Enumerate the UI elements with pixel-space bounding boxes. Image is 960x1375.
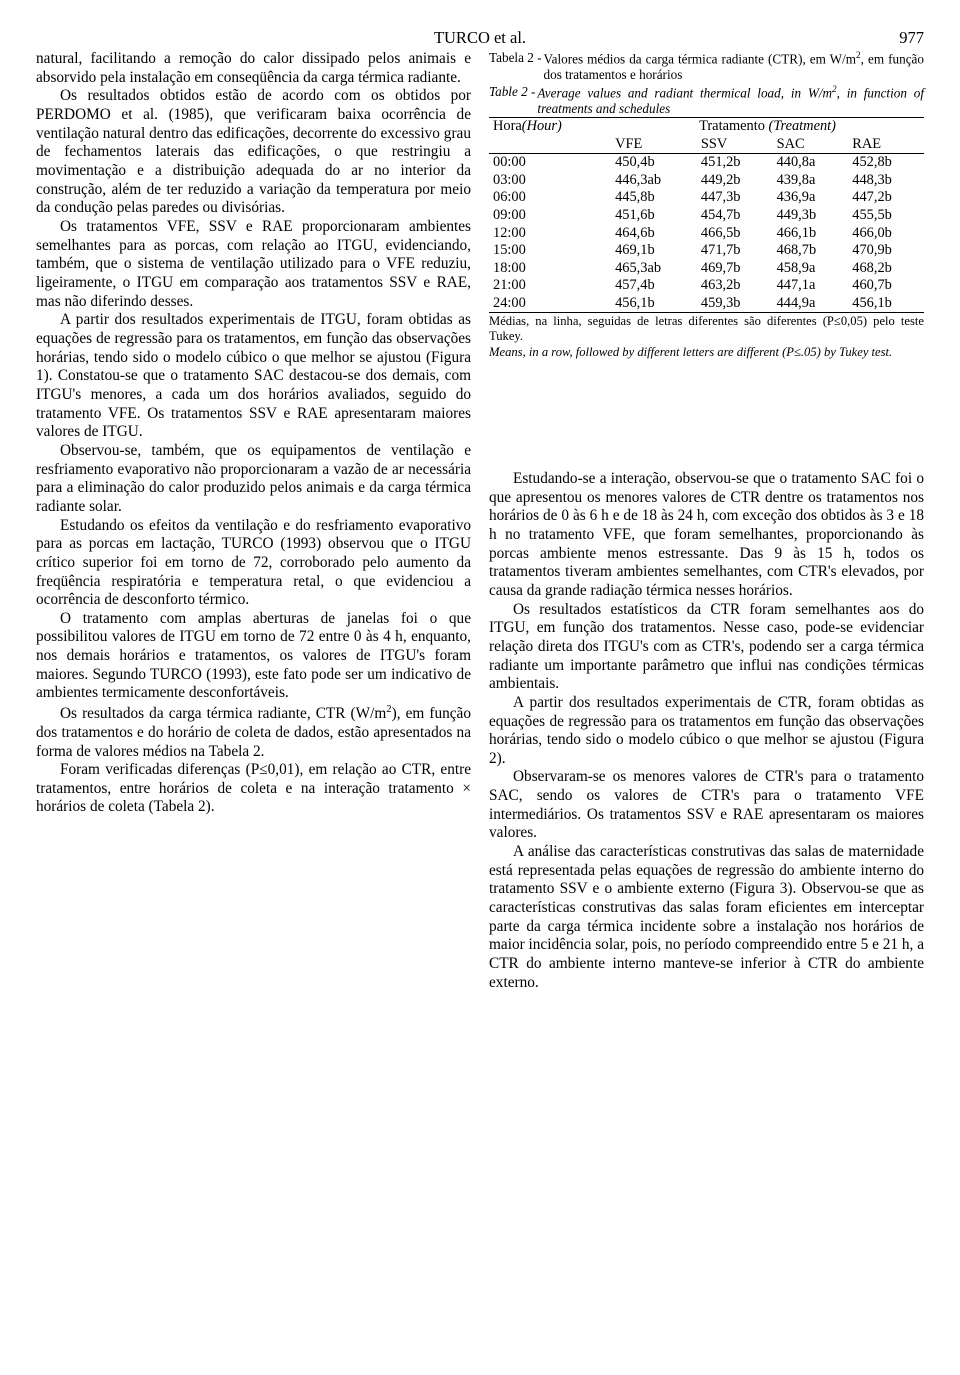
table-cell: 448,3b — [848, 172, 924, 190]
table-cell: 456,1b — [848, 295, 924, 313]
table2-col-sac: SAC — [773, 136, 849, 154]
left-p1: natural, facilitando a remoção do calor … — [36, 50, 471, 87]
table-row: 21:00457,4b463,2b447,1a460,7b — [489, 277, 924, 295]
table2-col-ssv: SSV — [697, 136, 773, 154]
left-column: natural, facilitando a remoção do calor … — [36, 50, 471, 992]
left-p8: Os resultados da carga térmica radiante,… — [36, 703, 471, 761]
left-p2: Os resultados obtidos estão de acordo co… — [36, 87, 471, 218]
table2-header-row2: VFE SSV SAC RAE — [489, 136, 924, 154]
table-row: 12:00464,6b466,5b466,1b466,0b — [489, 225, 924, 243]
table-cell: 439,8a — [773, 172, 849, 190]
table-cell: 451,6b — [611, 207, 697, 225]
table-cell: 449,3b — [773, 207, 849, 225]
table-cell: 471,7b — [697, 242, 773, 260]
table-cell: 463,2b — [697, 277, 773, 295]
table-cell: 446,3ab — [611, 172, 697, 190]
table-row: 15:00469,1b471,7b468,7b470,9b — [489, 242, 924, 260]
left-p7: O tratamento com amplas aberturas de jan… — [36, 610, 471, 703]
table-cell: 447,3b — [697, 189, 773, 207]
right-p3: A partir dos resultados experimentais de… — [489, 694, 924, 769]
table-cell: 18:00 — [489, 260, 611, 278]
table-cell: 444,9a — [773, 295, 849, 313]
left-p4: A partir dos resultados experimentais de… — [36, 311, 471, 442]
table-cell: 464,6b — [611, 225, 697, 243]
table2-footnote-pt: Médias, na linha, seguidas de letras dif… — [489, 314, 924, 344]
table2: Hora(Hour) Tratamento (Treatment) VFE SS… — [489, 117, 924, 313]
left-p9: Foram verificadas diferenças (P≤0,01), e… — [36, 761, 471, 817]
table2-caption-en: Table 2 - Average values and radiant the… — [489, 84, 924, 117]
table-cell: 445,8b — [611, 189, 697, 207]
right-column: Tabela 2 - Valores médios da carga térmi… — [489, 50, 924, 992]
table-cell: 455,5b — [848, 207, 924, 225]
table-cell: 24:00 — [489, 295, 611, 313]
table-cell: 450,4b — [611, 154, 697, 172]
table-cell: 469,1b — [611, 242, 697, 260]
table-cell: 460,7b — [848, 277, 924, 295]
table-cell: 454,7b — [697, 207, 773, 225]
right-p2: Os resultados estatísticos da CTR foram … — [489, 601, 924, 694]
column-spacer — [489, 360, 924, 470]
table-row: 03:00446,3ab449,2b439,8a448,3b — [489, 172, 924, 190]
table-cell: 09:00 — [489, 207, 611, 225]
table-cell: 03:00 — [489, 172, 611, 190]
table2-col-vfe: VFE — [611, 136, 697, 154]
left-p3: Os tratamentos VFE, SSV e RAE proporcion… — [36, 218, 471, 311]
table-cell: 451,2b — [697, 154, 773, 172]
table2-footnote-en: Means, in a row, followed by different l… — [489, 345, 924, 360]
right-p5: A análise das características construtiv… — [489, 843, 924, 992]
table-cell: 468,2b — [848, 260, 924, 278]
table-cell: 470,9b — [848, 242, 924, 260]
table2-caption-pt-label: Tabela 2 - — [489, 50, 544, 83]
header-author: TURCO et al. — [434, 28, 526, 48]
table2-head-hora: Hora(Hour) — [489, 118, 611, 136]
table-cell: 458,9a — [773, 260, 849, 278]
table-cell: 469,7b — [697, 260, 773, 278]
table-cell: 436,9a — [773, 189, 849, 207]
table-cell: 447,1a — [773, 277, 849, 295]
table-cell: 447,2b — [848, 189, 924, 207]
table-cell: 465,3ab — [611, 260, 697, 278]
table-row: 00:00450,4b451,2b440,8a452,8b — [489, 154, 924, 172]
table2-caption-en-label: Table 2 - — [489, 84, 537, 117]
table-cell: 468,7b — [773, 242, 849, 260]
table-cell: 15:00 — [489, 242, 611, 260]
table2-caption-pt-text: Valores médios da carga térmica radiante… — [544, 50, 924, 83]
left-p6: Estudando os efeitos da ventilação e do … — [36, 517, 471, 610]
table-cell: 21:00 — [489, 277, 611, 295]
header-page-number: 977 — [899, 28, 924, 48]
table-cell: 00:00 — [489, 154, 611, 172]
table-cell: 12:00 — [489, 225, 611, 243]
table-cell: 440,8a — [773, 154, 849, 172]
right-p4: Observaram-se os menores valores de CTR'… — [489, 768, 924, 843]
table2-caption-pt: Tabela 2 - Valores médios da carga térmi… — [489, 50, 924, 83]
table-row: 24:00456,1b459,3b444,9a456,1b — [489, 295, 924, 313]
table-row: 18:00465,3ab469,7b458,9a468,2b — [489, 260, 924, 278]
page-header: TURCO et al. 977 — [36, 28, 924, 48]
table-cell: 466,1b — [773, 225, 849, 243]
table-cell: 449,2b — [697, 172, 773, 190]
table-row: 09:00451,6b454,7b449,3b455,5b — [489, 207, 924, 225]
table2-col-rae: RAE — [848, 136, 924, 154]
table-cell: 466,0b — [848, 225, 924, 243]
table2-head-tratamento: Tratamento (Treatment) — [611, 118, 924, 136]
table-cell: 456,1b — [611, 295, 697, 313]
two-column-layout: natural, facilitando a remoção do calor … — [36, 50, 924, 992]
table-cell: 466,5b — [697, 225, 773, 243]
table-cell: 06:00 — [489, 189, 611, 207]
left-p8-pre: Os resultados da carga térmica radiante,… — [60, 705, 386, 722]
left-p5: Observou-se, também, que os equipamentos… — [36, 442, 471, 517]
table-cell: 459,3b — [697, 295, 773, 313]
table-row: 06:00445,8b447,3b436,9a447,2b — [489, 189, 924, 207]
table2-caption-en-text: Average values and radiant thermical loa… — [537, 84, 924, 117]
table-cell: 452,8b — [848, 154, 924, 172]
right-p1: Estudando-se a interação, observou-se qu… — [489, 470, 924, 601]
table-cell: 457,4b — [611, 277, 697, 295]
table2-header-row1: Hora(Hour) Tratamento (Treatment) — [489, 118, 924, 136]
